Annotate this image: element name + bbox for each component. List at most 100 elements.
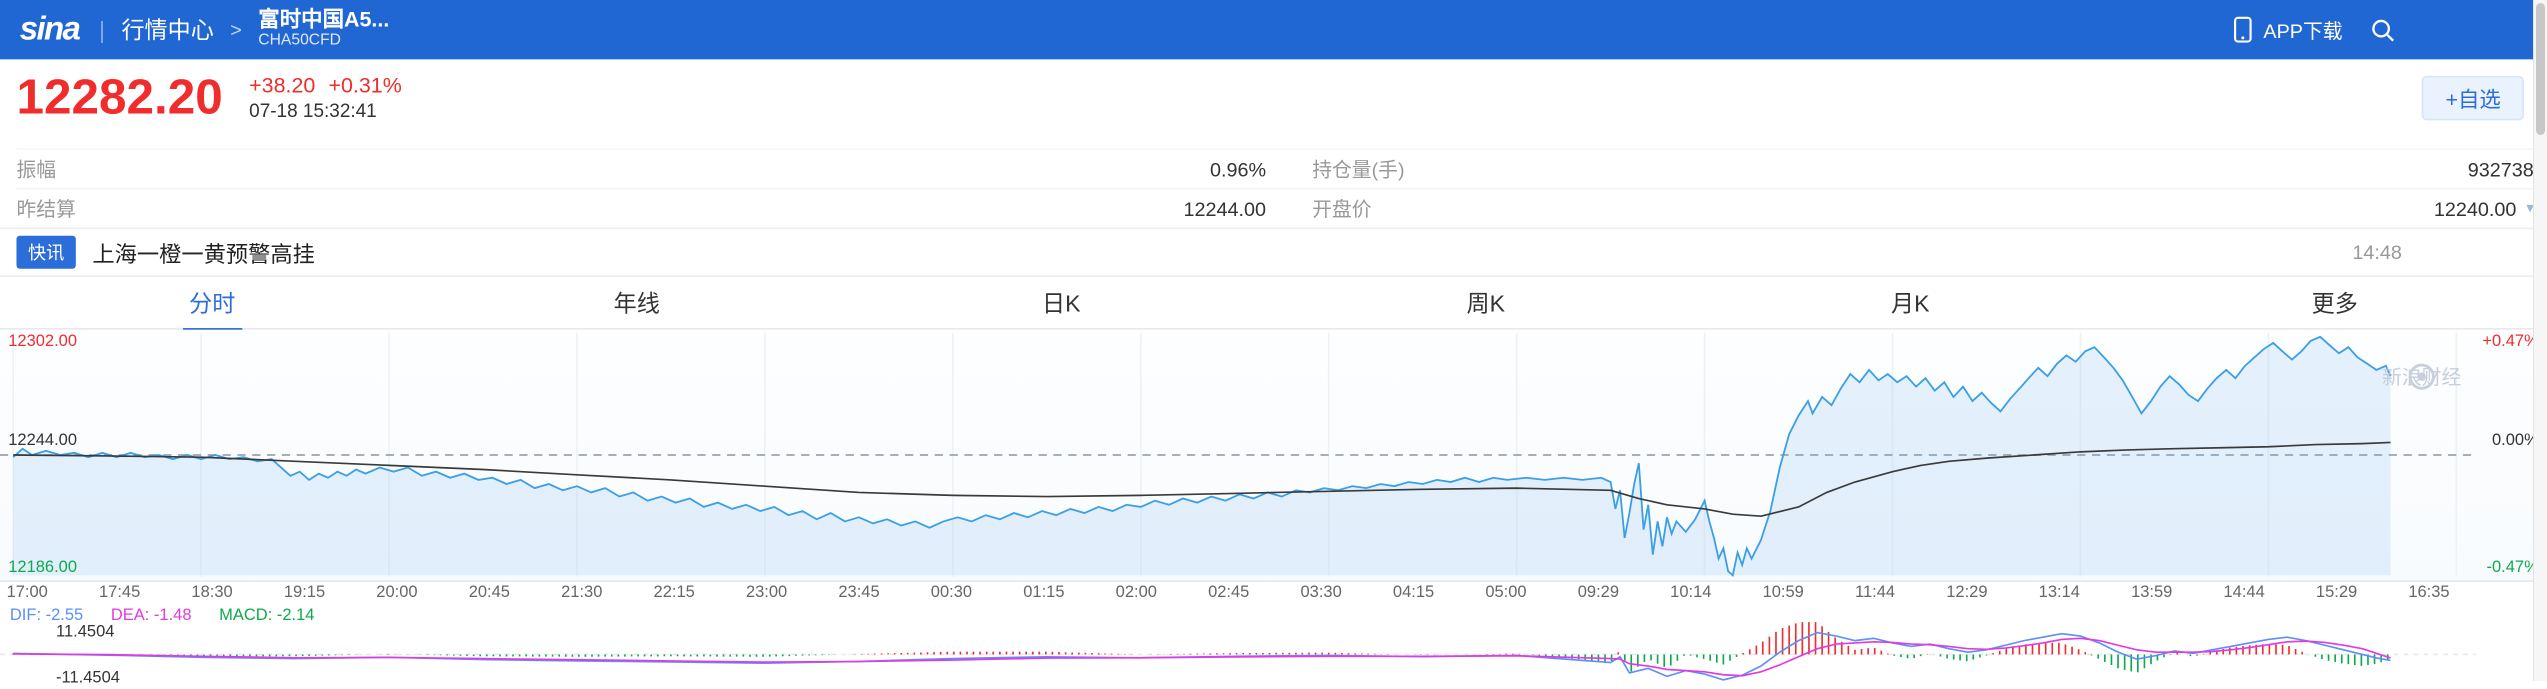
tab-label: 年线 [613,290,660,317]
macd-panel[interactable]: DIF: -2.55 DEA: -1.48 MACD: -2.14 11.450… [0,605,2547,689]
pct-axis-base-label: 0.00% [2492,431,2539,451]
x-axis-label: 21:30 [561,583,603,602]
stat-value: 932738 [2467,157,2534,181]
x-axis-label: 23:00 [745,583,788,602]
x-axis-label: 20:45 [468,583,510,602]
pct-axis-min-label: -0.47% [2486,558,2539,577]
x-axis-label: 22:15 [653,583,695,602]
macd-scale-max: 11.4504 [56,623,115,642]
news-badge: 快讯 [16,235,76,269]
news-time: 14:48 [2352,240,2402,264]
stat-value: 12240.00 [2433,197,2517,221]
stat-amplitude: 振幅 0.96% [16,155,1266,183]
pct-axis-max-label: +0.47% [2482,333,2539,352]
search-icon[interactable] [2371,17,2396,42]
breadcrumb-chevron-icon: > [230,18,242,42]
quote-sub-block: +38.20 +0.31% 07-18 15:32:41 [249,73,415,122]
x-axis-label: 15:29 [2315,583,2358,602]
macd-scale-min: -11.4504 [56,669,120,688]
x-axis-label: 03:30 [1300,583,1342,602]
x-axis-label: 01:15 [1023,583,1065,602]
x-axis-label: 20:00 [376,583,418,602]
x-axis-label: 17:00 [6,583,48,602]
stats-row-1: 振幅 0.96% 持仓量(手) 932738 [16,148,2547,188]
price-change: +38.20 +0.31% [249,73,415,98]
tab-label: 月K [1891,290,1930,317]
macd-value: MACD: -2.14 [219,606,315,625]
x-axis-label: 05:00 [1485,583,1527,602]
symbol-block[interactable]: 富时中国A5... CHA50CFD [258,6,390,50]
dif-value: DIF: -2.55 [9,606,84,625]
stat-value: 0.96% [1209,157,1267,181]
x-axis-label: 11:44 [1855,583,1896,602]
expand-stats-icon[interactable]: ▾ [2526,199,2534,216]
tab-weekly-k[interactable]: 周K [1273,277,1697,328]
app-download-link[interactable]: APP下载 [2263,18,2343,43]
tab-monthly-k[interactable]: 月K [1698,277,2122,328]
stat-prev-settle: 昨结算 12244.00 [16,195,1266,223]
top-header: sina | 行情中心 > 富时中国A5... CHA50CFD APP下载 [0,0,2547,60]
header-right-group: APP下载 [2233,0,2396,59]
tab-label: 更多 [2311,290,2358,317]
y-axis-max-label: 12302.00 [8,333,78,352]
sina-eye-icon [2408,363,2435,390]
header-divider: | [98,16,105,43]
quote-timestamp: 07-18 15:32:41 [249,102,377,122]
x-axis-label: 04:15 [1392,583,1435,602]
macd-svg [0,622,2477,681]
stats-row-2: 昨结算 12244.00 开盘价 12240.00 ▾ [16,187,2547,228]
x-axis-label: 13:14 [2038,583,2080,602]
news-headline[interactable]: 上海一橙一黄预警高挂 [92,242,315,268]
tab-label: 分时 [182,277,242,332]
x-axis-label: 09:29 [1577,583,1620,602]
x-axis-label: 16:35 [2408,583,2450,602]
x-axis-labels: 17:00 17:45 18:30 19:15 20:00 20:45 21:30 22:15… [0,582,2460,605]
x-axis-label: 02:00 [1115,583,1157,602]
vertical-scrollbar[interactable] [2533,0,2547,681]
intraday-svg [0,333,2477,578]
stat-label: 昨结算 [16,197,76,221]
last-price: 12282.20 [16,70,223,126]
x-axis-label: 23:45 [838,583,880,602]
scrollbar-thumb[interactable] [2536,3,2545,135]
x-axis-label: 18:30 [191,583,233,602]
stat-label: 持仓量(手) [1312,158,1405,182]
y-axis-min-label: 12186.00 [8,558,78,577]
nav-market-center[interactable]: 行情中心 [121,16,214,43]
stat-value: 12244.00 [1183,197,1267,221]
y-axis-base-label: 12244.00 [8,431,78,451]
tab-daily-k[interactable]: 日K [849,277,1273,328]
dea-value: DEA: -1.48 [110,606,192,625]
x-axis-label: 10:59 [1762,583,1804,602]
x-axis-label: 02:45 [1208,583,1250,602]
chart-tabs: 分时 年线 日K 周K 月K 更多 [0,277,2547,332]
phone-icon [2233,16,2252,43]
x-axis-label: 19:15 [283,583,326,602]
tab-label: 日K [1042,290,1081,317]
x-axis-label: 12:29 [1946,583,1988,602]
change-percent: +0.31% [328,72,402,98]
stat-open-price: 开盘价 12240.00 ▾ [1266,195,2547,223]
tab-label: 周K [1466,290,1505,317]
quote-stats: 振幅 0.96% 持仓量(手) 932738 昨结算 12244.00 开盘价 … [16,148,2547,227]
quote-section: 12282.20 +38.20 +0.31% 07-18 15:32:41 +自选… [0,59,2547,227]
sina-logo[interactable]: sina [19,11,81,48]
stat-open-interest: 持仓量(手) 932738 [1266,155,2547,183]
news-ticker: 快讯 上海一橙一黄预警高挂 14:48 [0,227,2547,277]
sina-watermark: 新浪财经 [2382,363,2461,391]
stat-label: 振幅 [16,158,57,182]
tab-yearly[interactable]: 年线 [424,277,848,328]
add-watchlist-button[interactable]: +自选 [2422,75,2524,121]
symbol-name: 富时中国A5... [258,6,390,32]
macd-legend: DIF: -2.55 DEA: -1.48 MACD: -2.14 [10,607,338,625]
x-axis-label: 00:30 [930,583,973,602]
stat-label: 开盘价 [1312,197,1372,221]
change-amount: +38.20 [249,72,316,98]
tab-intraday[interactable]: 分时 [0,277,424,332]
intraday-chart[interactable]: 12302.00 12244.00 12186.00 +0.47% 0.00% … [0,329,2547,582]
x-axis-label: 10:14 [1670,583,1712,602]
x-axis-label: 13:59 [2131,583,2173,602]
tab-more[interactable]: 更多 [2122,277,2546,328]
x-axis-label: 17:45 [99,583,141,602]
